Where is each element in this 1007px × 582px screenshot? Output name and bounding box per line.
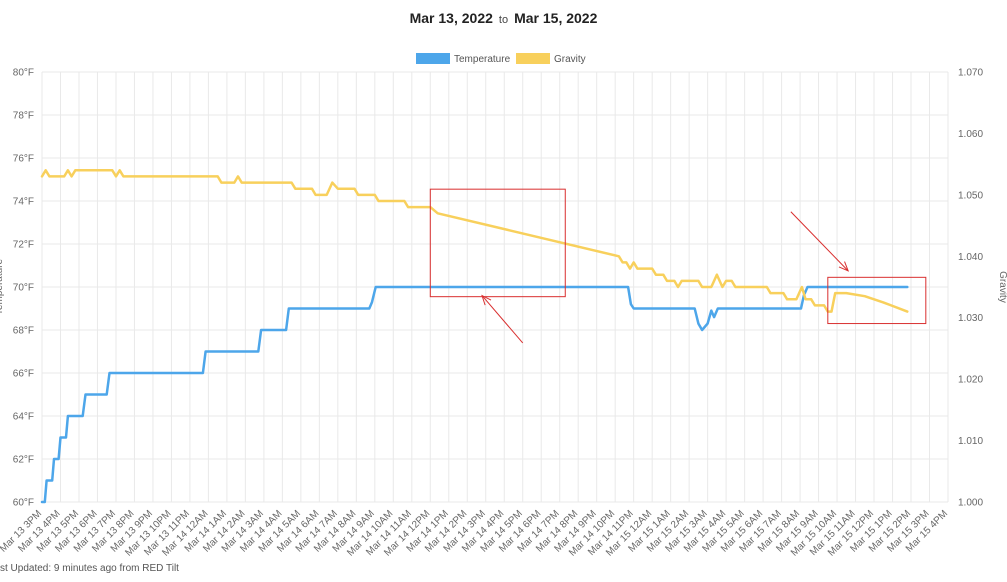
y-right-tick-label: 1.010 <box>958 436 983 447</box>
end-date: Mar 15, 2022 <box>514 10 598 26</box>
y-right-tick-label: 1.000 <box>958 498 983 509</box>
y-left-tick-label: 76°F <box>13 154 34 165</box>
legend[interactable]: Temperature Gravity <box>416 53 586 65</box>
legend-swatch <box>516 53 550 64</box>
annotation-arrow-head <box>481 294 492 306</box>
y-left-tick-label: 74°F <box>13 197 34 208</box>
y-right-tick-label: 1.040 <box>958 252 983 263</box>
y-left-tick-label: 64°F <box>13 412 34 423</box>
y-right-axis-title: Gravity <box>997 271 1007 303</box>
legend-swatch <box>416 53 450 64</box>
annotations <box>429 188 927 344</box>
legend-label: Temperature <box>454 54 511 65</box>
annotation-arrow-line <box>790 211 849 272</box>
annotation-arrow-head <box>838 261 850 272</box>
y-left-tick-label: 72°F <box>13 240 34 251</box>
y-left-tick-label: 80°F <box>13 68 34 79</box>
last-updated-text: st Updated: 9 minutes ago from RED Tilt <box>0 563 179 574</box>
y-left-axis-title: Temperature <box>0 258 5 315</box>
y-right-tick-label: 1.060 <box>958 129 983 140</box>
y-left-tick-label: 66°F <box>13 369 34 380</box>
y-right-tick-label: 1.030 <box>958 313 983 324</box>
legend-item-gravity[interactable]: Gravity <box>516 53 586 65</box>
series <box>40 169 909 504</box>
gravity-series-line <box>40 169 909 313</box>
y-left-tick-label: 68°F <box>13 326 34 337</box>
axes: 60°F 62°F 64°F 66°F 68°F 70°F 72°F 74°F 76°F 78°F… <box>0 68 1007 559</box>
annotation-box <box>827 276 927 325</box>
annotation-box <box>429 188 566 298</box>
y-left-tick-label: 78°F <box>13 111 34 122</box>
legend-item-temperature[interactable]: Temperature <box>416 53 511 65</box>
temperature-series-line <box>40 285 909 504</box>
start-date: Mar 13, 2022 <box>409 10 493 26</box>
y-left-tick-label: 60°F <box>13 498 34 509</box>
y-left-tick-label: 70°F <box>13 283 34 294</box>
legend-label: Gravity <box>554 54 586 65</box>
to-word: to <box>498 14 509 26</box>
y-left-tick-label: 62°F <box>13 455 34 466</box>
chart: 60°F 62°F 64°F 66°F 68°F 70°F 72°F 74°F 76°F 78°F… <box>0 53 1007 559</box>
y-right-tick-label: 1.050 <box>958 190 983 201</box>
y-right-tick-label: 1.020 <box>958 375 983 386</box>
annotation-arrow-line <box>481 295 524 344</box>
y-right-tick-label: 1.070 <box>958 68 983 79</box>
date-range-header: Mar 13, 2022 to Mar 15, 2022 <box>0 10 1007 26</box>
